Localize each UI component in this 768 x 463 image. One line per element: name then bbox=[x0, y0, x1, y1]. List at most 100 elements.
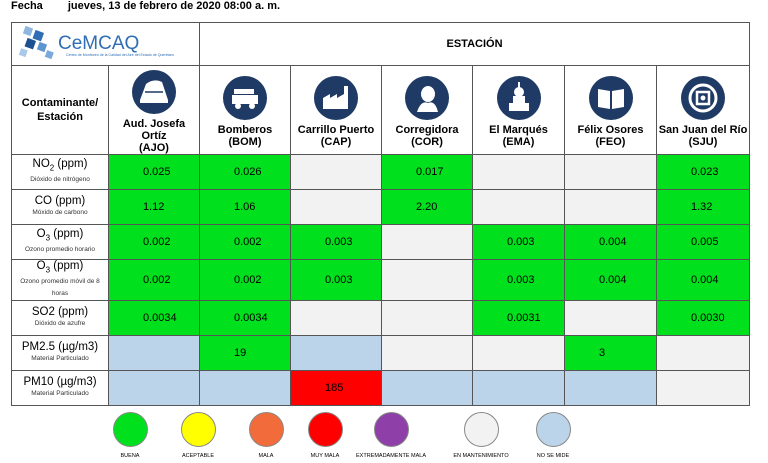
value-cell: 0.002 bbox=[108, 224, 200, 260]
pollutant-name: SO2 (ppm) bbox=[31, 306, 89, 319]
table-title: ESTACIÓN bbox=[198, 22, 751, 66]
pollutant-name: NO2 (ppm) bbox=[32, 157, 88, 173]
station-name: Corregidora bbox=[395, 124, 459, 136]
legend-color-swatch bbox=[248, 412, 284, 447]
value-cell bbox=[108, 370, 200, 407]
value-cell bbox=[381, 224, 473, 260]
value-cell: 0.023 bbox=[655, 154, 751, 190]
station-header-sju: San Juan del Río (SJU) bbox=[655, 65, 751, 155]
station-code: (AJO) bbox=[139, 142, 169, 154]
legend-label: ACEPTABLE bbox=[182, 453, 214, 459]
station-code: (COR) bbox=[411, 136, 443, 148]
station-header-cor: Corregidora (COR) bbox=[381, 65, 473, 155]
station-header-ajo: Aud. Josefa Ortíz (AJO) bbox=[108, 65, 200, 155]
legend: BUENA ACEPTABLE MALA MUY MALA EXTREMADAMENTE… bbox=[0, 412, 768, 463]
legend-label: NO SE MIDE bbox=[536, 453, 570, 459]
legend-label: EXTREMADAMENTE MALA bbox=[356, 453, 426, 459]
cemcaq-logo-icon: CeMCAQ Centro de Monitoreo de la Calidad… bbox=[18, 25, 174, 60]
station-header-cap: Carrillo Puerto (CAP) bbox=[290, 65, 382, 155]
svg-text:Centro de Monitoreo de la Cali: Centro de Monitoreo de la Calidad del Ai… bbox=[66, 53, 174, 57]
table-row: CO (ppm) Móxido de carbono 1.12 1.06 2.20 1.3… bbox=[11, 189, 751, 225]
value-cell bbox=[290, 189, 382, 225]
pollutant-rows: NO2 (ppm) Dióxido de nitrógeno 0.025 0.026 0… bbox=[11, 154, 751, 407]
value-cell: 0.017 bbox=[381, 154, 473, 190]
value-cell: 0.004 bbox=[655, 258, 751, 302]
legend-item: EN MANTENIMIENTO bbox=[436, 412, 526, 459]
value-cell: 0.004 bbox=[564, 224, 657, 260]
value-cell: 3 bbox=[564, 335, 657, 372]
value-cell: 2.20 bbox=[381, 189, 473, 225]
factory-icon bbox=[314, 76, 358, 120]
value-cell bbox=[564, 370, 657, 407]
value-cell bbox=[381, 335, 473, 372]
pollutant-description: Ozono promedio horario bbox=[24, 246, 96, 254]
legend-color-swatch bbox=[112, 412, 148, 447]
station-code: (BOM) bbox=[228, 136, 262, 148]
pollutant-station-header: Contaminante/ Estación bbox=[11, 65, 109, 155]
legend-label: MALA bbox=[258, 453, 274, 459]
pollutant-description: Material Particulado bbox=[31, 355, 89, 363]
value-cell: 0.026 bbox=[199, 154, 291, 190]
value-cell bbox=[290, 300, 382, 337]
svg-text:CeMCAQ: CeMCAQ bbox=[58, 33, 139, 54]
legend-item: ACEPTABLE bbox=[153, 412, 243, 459]
value-cell bbox=[564, 300, 657, 337]
legend-label: EN MANTENIMIENTO bbox=[453, 453, 509, 459]
legend-color-swatch bbox=[373, 412, 409, 447]
value-cell bbox=[381, 370, 473, 407]
date-header: Fecha jueves, 13 de febrero de 2020 08:0… bbox=[11, 0, 280, 14]
table-row: O3 (ppm) Ozono promedio móvil de 8 horas 0… bbox=[11, 258, 751, 302]
table-row: NO2 (ppm) Dióxido de nitrógeno 0.025 0.026 0… bbox=[11, 154, 751, 190]
value-cell: 0.0030 bbox=[655, 300, 751, 337]
value-cell: 0.0034 bbox=[199, 300, 291, 337]
legend-color-swatch bbox=[463, 412, 499, 447]
value-cell bbox=[290, 154, 382, 190]
legend-color-swatch bbox=[307, 412, 343, 447]
value-cell bbox=[290, 335, 382, 372]
table-row: PM10 (µg/m3) Material Particulado 185 bbox=[11, 370, 751, 407]
pollutant-name: O3 (ppm) bbox=[36, 260, 84, 275]
fire-truck-icon bbox=[223, 76, 267, 120]
pollutant-description: Ozono promedio móvil de 8 horas bbox=[20, 278, 100, 298]
value-cell: 1.32 bbox=[655, 189, 751, 225]
value-cell bbox=[472, 370, 565, 407]
auditorium-icon bbox=[132, 70, 176, 114]
value-cell: 0.003 bbox=[472, 258, 565, 302]
date-label: Fecha bbox=[11, 0, 43, 12]
pollutant-name: O3 (ppm) bbox=[36, 227, 84, 243]
pollutant-label: PM10 (µg/m3) Material Particulado bbox=[11, 370, 109, 407]
value-cell: 0.003 bbox=[290, 224, 382, 260]
value-cell bbox=[108, 335, 200, 372]
pollutant-name: CO (ppm) bbox=[34, 195, 86, 207]
legend-item: EXTREMADAMENTE MALA bbox=[346, 412, 436, 459]
value-cell bbox=[472, 154, 565, 190]
woman-profile-icon bbox=[405, 76, 449, 120]
value-cell: 0.025 bbox=[108, 154, 200, 190]
logo-cell: CeMCAQ Centro de Monitoreo de la Calidad… bbox=[11, 22, 200, 66]
value-cell: 0.002 bbox=[199, 224, 291, 260]
value-cell: 0.002 bbox=[199, 258, 291, 302]
value-cell: 1.12 bbox=[108, 189, 200, 225]
pollutant-label: CO (ppm) Móxido de carbono bbox=[11, 189, 109, 225]
value-cell: 1.06 bbox=[199, 189, 291, 225]
pollutant-label: PM2.5 (µg/m3) Material Particulado bbox=[11, 335, 109, 372]
emblem-icon bbox=[681, 76, 726, 120]
value-cell: 0.003 bbox=[290, 258, 382, 302]
legend-item: BUENA bbox=[85, 412, 175, 459]
pollutant-label: O3 (ppm) Ozono promedio horario bbox=[11, 224, 109, 260]
station-name: Aud. Josefa Ortíz bbox=[122, 118, 186, 142]
value-cell: 0.0034 bbox=[108, 300, 200, 337]
legend-label: BUENA bbox=[120, 453, 140, 459]
book-icon bbox=[588, 76, 633, 120]
value-cell: 0.003 bbox=[472, 224, 565, 260]
legend-item: MALA bbox=[221, 412, 311, 459]
pollutant-description: Dióxido de nitrógeno bbox=[30, 176, 90, 184]
value-cell bbox=[655, 370, 751, 407]
value-cell: 0.005 bbox=[655, 224, 751, 260]
legend-color-swatch bbox=[535, 412, 571, 447]
value-cell bbox=[381, 300, 473, 337]
station-header-feo: Félix Osores (FEO) bbox=[564, 65, 657, 155]
value-cell: 19 bbox=[199, 335, 291, 372]
value-cell: 185 bbox=[290, 370, 382, 407]
church-icon bbox=[496, 76, 541, 120]
